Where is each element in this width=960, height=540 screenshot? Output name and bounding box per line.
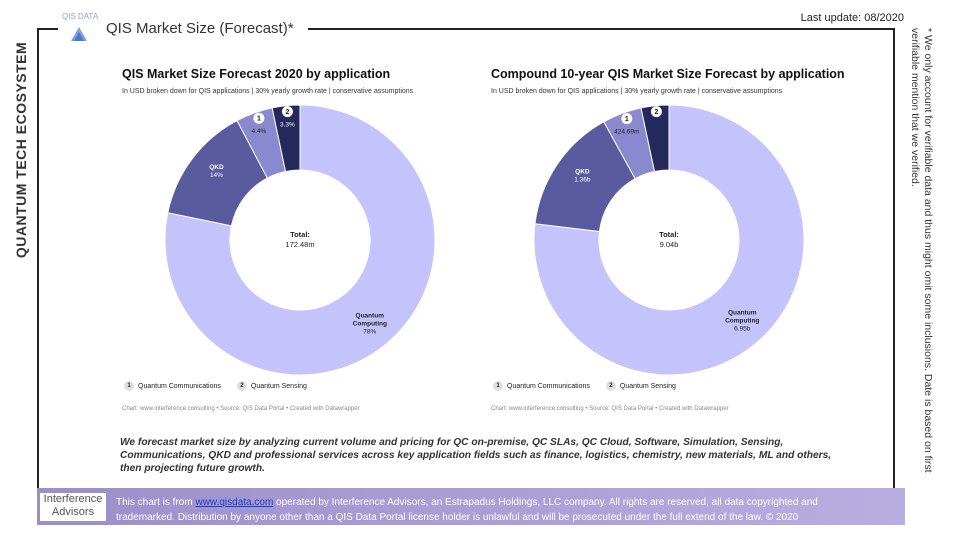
content-frame [37, 28, 895, 488]
logo-line-2: Advisors [51, 506, 95, 518]
slice-label: QKD [209, 164, 224, 171]
footer-bar [37, 488, 905, 525]
chart2-subtitle: In USD broken down for QIS applications … [491, 88, 783, 95]
copyright-text-start: This chart is from [116, 497, 196, 508]
legend-label: Quantum Communications [507, 382, 590, 390]
slice-value-label: 424.69m [614, 129, 639, 136]
legend-marker: 2 [236, 381, 247, 391]
slice-quantum-computing [533, 104, 805, 376]
chart1-credit: Chart: www.interference.consulting • Sou… [122, 406, 360, 412]
copyright-notice: This chart is from www.qisdata.com opera… [116, 495, 876, 525]
slice-marker-circle [621, 113, 633, 125]
slice-quantum-sensing [640, 104, 670, 173]
slice-label: Computing [353, 321, 387, 328]
slice-quantum-computing [164, 104, 436, 376]
sidebar-title: QUANTUM TECH ECOSYSTEM [13, 41, 29, 259]
methodology-description: We forecast market size by analyzing cur… [120, 437, 832, 474]
legend-label: Quantum Communications [138, 382, 221, 390]
header-title-box [58, 12, 308, 46]
chart2-legend: 1 Quantum Communications 2 Quantum Sensi… [493, 381, 676, 391]
copyright-text-end: operated by Interference Advisors, an Es… [116, 497, 818, 523]
slice-marker-circle [253, 112, 265, 124]
slice-value-label: 1.36b [574, 177, 591, 184]
qisdata-link[interactable]: www.qisdata.com [195, 497, 274, 508]
legend-marker: 2 [605, 381, 616, 391]
slice-label: QKD [575, 169, 590, 176]
page-title: QIS Market Size (Forecast)* [106, 20, 294, 37]
slice-marker-number: 2 [285, 109, 289, 116]
slice-quantum-sensing [271, 104, 301, 173]
center-total-value: 172.48m [285, 240, 314, 249]
slice-label: Quantum [356, 313, 385, 320]
legend-marker: 1 [493, 381, 503, 391]
last-update: Last update: 08/2020 [800, 12, 904, 24]
slice-label: Quantum [728, 310, 757, 317]
slice-marker-number: 1 [257, 116, 261, 123]
legend-marker: 1 [124, 381, 134, 391]
slice-marker-circle [281, 106, 293, 118]
chart1-subtitle: In USD broken down for QIS applications … [122, 88, 414, 95]
legend-label: Quantum Sensing [250, 382, 307, 390]
chart1-title: QIS Market Size Forecast 2020 by applica… [122, 67, 391, 81]
slice-value-label: 3.3% [280, 122, 295, 129]
legend-label: Quantum Sensing [619, 382, 676, 390]
slice-value-label: 4.4% [251, 128, 266, 135]
slice-value-label: 14% [210, 172, 223, 179]
logo-line-1: Interference [43, 493, 103, 505]
center-total-label: Total: [290, 230, 310, 239]
footnote: * We only account for verifiable data an… [909, 28, 934, 473]
slice-value-label: 78% [363, 329, 376, 336]
slice-value-label: 6.95b [734, 326, 751, 333]
slice-marker-number: 1 [625, 116, 629, 123]
slice-marker-number: 2 [654, 109, 658, 116]
center-total-label: Total: [659, 230, 679, 239]
chart2-credit: Chart: www.interference.consulting • Sou… [491, 406, 729, 412]
interference-advisors-logo: Interference Advisors [40, 493, 106, 521]
qis-logo-icon [71, 27, 87, 41]
slice-marker-circle [650, 106, 662, 118]
center-total-value: 9.04b [660, 240, 679, 249]
chart1-legend: 1 Quantum Communications 2 Quantum Sensi… [124, 381, 307, 391]
chart2-title: Compound 10-year QIS Market Size Forecas… [491, 67, 845, 81]
logo-text: QIS DATA [62, 12, 99, 21]
slice-label: Computing [725, 318, 759, 325]
